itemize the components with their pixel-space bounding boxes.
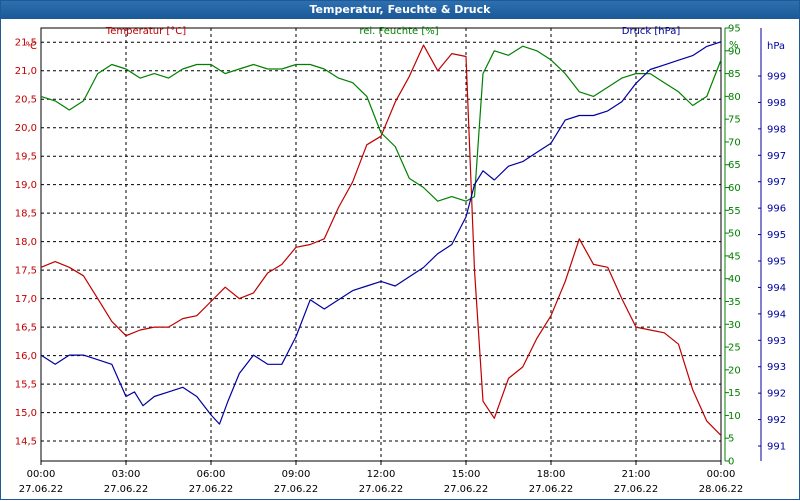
- pressure-tick-label: 999: [767, 72, 786, 83]
- pressure-series-line: [40, 41, 722, 425]
- humidity-tick-label: 20: [728, 365, 741, 376]
- humidity-tick-label: 70: [728, 137, 741, 148]
- temperature-axis-title: Temperatur [°C]: [105, 26, 186, 37]
- plot-frame: [40, 27, 722, 462]
- pressure-tick-label: 992: [767, 415, 786, 426]
- pressure-tick-label: 997: [767, 177, 786, 188]
- temperature-series-line: [40, 44, 722, 436]
- pressure-tick-label: 997: [767, 151, 786, 162]
- humidity-tick-label: 80: [728, 92, 741, 103]
- temperature-tick-label: 18,5: [15, 209, 37, 220]
- humidity-tick-label: 75: [728, 115, 741, 126]
- x-tick-date: 27.06.22: [104, 484, 149, 495]
- temperature-tick-label: 16,0: [15, 351, 37, 362]
- humidity-tick-label: 60: [728, 183, 741, 194]
- humidity-tick-label: 15: [728, 388, 741, 399]
- x-tick-date: 27.06.22: [444, 484, 489, 495]
- x-tick-date: 27.06.22: [614, 484, 659, 495]
- humidity-tick-label: 65: [728, 160, 741, 171]
- humidity-tick-label: 50: [728, 229, 741, 240]
- x-tick-date: 27.06.22: [529, 484, 574, 495]
- humidity-tick-label: 45: [728, 251, 741, 262]
- pressure-tick-label: 993: [767, 362, 786, 373]
- temperature-unit-label: °C: [25, 41, 37, 52]
- pressure-tick-label: 994: [767, 283, 786, 294]
- humidity-tick-label: 30: [728, 320, 741, 331]
- axes: [40, 27, 762, 465]
- pressure-tick-label: 992: [767, 389, 786, 400]
- humidity-tick-label: 0: [728, 457, 734, 468]
- x-tick-time: 06:00: [197, 469, 226, 480]
- pressure-tick-label: 993: [767, 336, 786, 347]
- humidity-tick-label: 85: [728, 69, 741, 80]
- temperature-tick-label: 20,0: [15, 123, 37, 134]
- x-tick-time: 00:00: [707, 469, 736, 480]
- humidity-tick-label: 5: [728, 434, 734, 445]
- series-lines: [40, 41, 722, 436]
- pressure-axis-title: Druck [hPa]: [622, 26, 681, 37]
- humidity-tick-label: 35: [728, 297, 741, 308]
- temperature-tick-label: 21,0: [15, 66, 37, 77]
- x-tick-date: 28.06.22: [699, 484, 744, 495]
- pressure-unit-label: hPa: [767, 41, 785, 52]
- pressure-tick-label: 998: [767, 98, 786, 109]
- temperature-tick-label: 15,5: [15, 380, 37, 391]
- temperature-tick-label: 17,5: [15, 266, 37, 277]
- pressure-tick-label: 998: [767, 124, 786, 135]
- temperature-tick-label: 18,0: [15, 237, 37, 248]
- temperature-tick-label: 20,5: [15, 95, 37, 106]
- temperature-tick-label: 14,5: [15, 437, 37, 448]
- temperature-tick-label: 21,5: [15, 38, 37, 49]
- pressure-tick-label: 991: [767, 442, 786, 453]
- x-tick-date: 27.06.22: [274, 484, 319, 495]
- pressure-tick-label: 994: [767, 309, 786, 320]
- x-tick-time: 12:00: [367, 469, 396, 480]
- pressure-tick-label: 996: [767, 204, 786, 215]
- humidity-series-line: [40, 45, 722, 202]
- x-tick-time: 21:00: [622, 469, 651, 480]
- humidity-tick-label: 40: [728, 274, 741, 285]
- window-title: Temperatur, Feuchte & Druck: [1, 1, 799, 19]
- temperature-tick-label: 17,0: [15, 294, 37, 305]
- x-tick-time: 09:00: [282, 469, 311, 480]
- humidity-tick-label: 95: [728, 24, 741, 35]
- humidity-tick-label: 90: [728, 46, 741, 57]
- axis-titles: % hPa °C Temperatur [°C] rel. Feuchte [%] Dru…: [25, 26, 785, 52]
- pressure-tick-label: 995: [767, 257, 786, 268]
- pressure-tick-label: 995: [767, 230, 786, 241]
- humidity-tick-label: 55: [728, 206, 741, 217]
- x-tick-date: 27.06.22: [359, 484, 404, 495]
- x-tick-time: 03:00: [112, 469, 141, 480]
- humidity-axis-title: rel. Feuchte [%]: [359, 26, 438, 37]
- humidity-unit-label: %: [729, 40, 739, 51]
- x-tick-date: 27.06.22: [19, 484, 64, 495]
- tick-labels: 14,5 15,0 15,5 16,0 16,5 17,0 17,5 18,0 18,5 19,0…: [15, 24, 786, 496]
- x-tick-time: 15:00: [452, 469, 481, 480]
- humidity-tick-label: 10: [728, 411, 741, 422]
- x-tick-time: 18:00: [537, 469, 566, 480]
- temperature-tick-label: 15,0: [15, 408, 37, 419]
- temperature-tick-label: 19,5: [15, 152, 37, 163]
- humidity-tick-label: 25: [728, 343, 741, 354]
- temperature-tick-label: 19,0: [15, 180, 37, 191]
- grid: [41, 28, 721, 461]
- x-tick-time: 00:00: [27, 469, 56, 480]
- temperature-tick-label: 16,5: [15, 323, 37, 334]
- x-tick-date: 27.06.22: [189, 484, 234, 495]
